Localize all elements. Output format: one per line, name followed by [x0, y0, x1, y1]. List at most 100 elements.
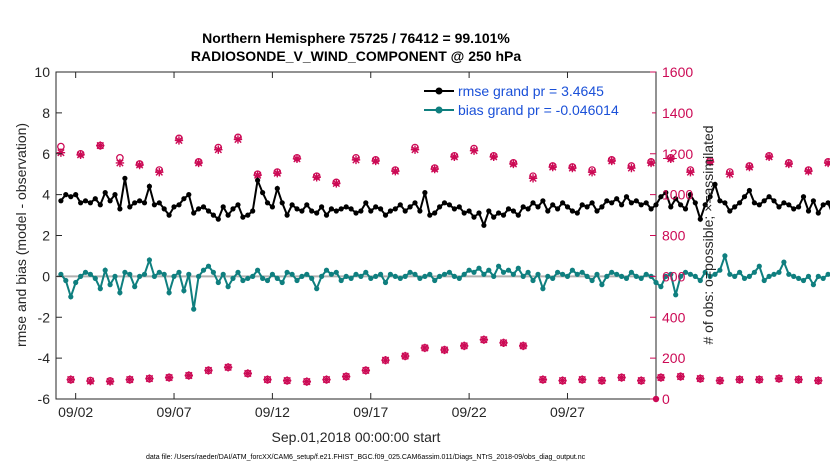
obs-assimilated-point	[794, 375, 803, 384]
bias-point	[609, 269, 615, 275]
rmse-point	[732, 204, 738, 210]
bias-line	[60, 252, 830, 310]
rmse-point	[697, 216, 703, 222]
bias-point	[176, 269, 182, 275]
rmse-point	[712, 181, 718, 187]
obs-assimilated-point	[410, 145, 420, 154]
rmse-point	[353, 210, 359, 216]
obs-assimilated-point	[223, 363, 233, 372]
rmse-point	[309, 208, 315, 214]
rmse-point	[141, 200, 148, 206]
bias-point	[766, 273, 772, 279]
rmse-point	[441, 200, 448, 206]
bias-point	[171, 273, 177, 279]
rmse-point	[633, 198, 639, 204]
bias-point	[579, 269, 585, 275]
bias-point	[87, 271, 93, 277]
rmse-point	[525, 206, 531, 212]
obs-assimilated-point	[233, 135, 243, 144]
y-tick-label-right: 600	[662, 268, 686, 284]
bias-point	[437, 273, 443, 279]
bias-point	[732, 273, 738, 279]
bias-point	[515, 265, 521, 271]
bias-point	[319, 273, 325, 279]
obs-assimilated-point	[440, 345, 449, 355]
obs-assimilated-point	[332, 179, 341, 188]
bias-point	[200, 267, 207, 273]
bias-point	[446, 269, 452, 275]
bias-point	[358, 273, 364, 279]
rmse-point	[658, 194, 664, 200]
bias-point	[584, 273, 590, 279]
legend-rmse-label: rmse grand pr = 3.4645	[458, 83, 604, 99]
rmse-point	[486, 208, 492, 214]
rmse-point	[333, 208, 339, 214]
rmse-point	[530, 200, 536, 206]
bias-point	[323, 267, 330, 273]
rmse-point	[230, 206, 236, 212]
rmse-point	[628, 200, 635, 206]
rmse-point	[682, 206, 689, 212]
obs-assimilated-point	[538, 375, 548, 384]
rmse-point	[250, 208, 256, 214]
rmse-point	[722, 200, 728, 206]
bias-point	[815, 273, 821, 279]
rmse-point	[427, 212, 433, 218]
rmse-point	[82, 198, 89, 204]
rmse-point	[319, 204, 325, 210]
bias-point	[702, 269, 708, 275]
bias-point	[456, 275, 462, 281]
y-tick-label-right: 200	[662, 350, 686, 366]
rmse-point	[579, 202, 585, 208]
bias-point	[382, 279, 389, 286]
bias-point	[491, 273, 497, 279]
rmse-point	[58, 198, 64, 204]
rmse-point	[599, 204, 605, 210]
rmse-point	[781, 200, 787, 206]
bias-point	[146, 257, 152, 263]
rmse-point	[678, 202, 684, 208]
bias-point	[250, 273, 256, 279]
obs-assimilated-point	[361, 366, 371, 375]
bias-point	[441, 271, 448, 277]
rmse-point	[569, 208, 576, 214]
bias-point	[289, 271, 295, 277]
bias-point	[107, 282, 113, 288]
bias-point	[589, 277, 595, 284]
bias-point	[112, 273, 118, 279]
obs-assimilated-point	[86, 376, 95, 386]
bias-point	[373, 273, 379, 279]
obs-assimilated-point	[66, 375, 75, 384]
bias-point	[697, 277, 703, 284]
bias-point	[97, 286, 103, 292]
rmse-point	[68, 194, 74, 200]
y-tick-label-right: 0	[662, 391, 670, 407]
rmse-point	[466, 208, 472, 214]
obs-assimilated-point	[420, 343, 430, 353]
chart-title-line1: Northern Hemisphere 75725 / 76412 = 99.1…	[202, 30, 510, 46]
rmse-series-layer	[58, 175, 830, 229]
rmse-point	[240, 214, 246, 220]
bias-point	[500, 269, 507, 275]
legend-bias-marker	[435, 106, 443, 114]
rmse-point	[520, 204, 526, 210]
bias-point	[279, 279, 285, 286]
rmse-point	[805, 208, 812, 214]
bias-point	[432, 277, 438, 284]
x-tick-label: 09/07	[157, 404, 192, 420]
rmse-point	[717, 198, 723, 204]
y-tick-label-left: -2	[38, 309, 51, 325]
rmse-point	[112, 192, 118, 198]
bias-point	[309, 275, 315, 281]
rmse-point	[235, 202, 241, 208]
bias-point	[727, 271, 733, 277]
rmse-point	[574, 210, 580, 216]
bias-point	[805, 273, 812, 279]
obs-assimilated-point	[479, 335, 489, 344]
bias-point	[673, 292, 679, 298]
obs-assimilated-point	[450, 152, 459, 162]
bias-point	[550, 275, 556, 281]
bias-point	[63, 277, 69, 284]
bias-point	[682, 269, 689, 275]
